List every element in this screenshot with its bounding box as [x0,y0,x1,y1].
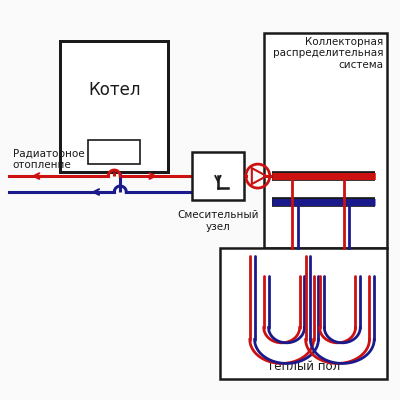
Bar [192,152,244,200]
Bar [220,248,387,379]
Text: Теплый пол: Теплый пол [267,360,340,373]
Text: Коллекторная
распределительная
система: Коллекторная распределительная система [273,36,383,70]
Bar [60,40,168,172]
Bar [88,140,140,164]
Text: Смесительный
узел: Смесительный узел [177,210,259,232]
Text: Радиаторное
отопление: Радиаторное отопление [13,148,84,170]
Text: Котел: Котел [88,81,140,99]
Bar [264,32,387,248]
